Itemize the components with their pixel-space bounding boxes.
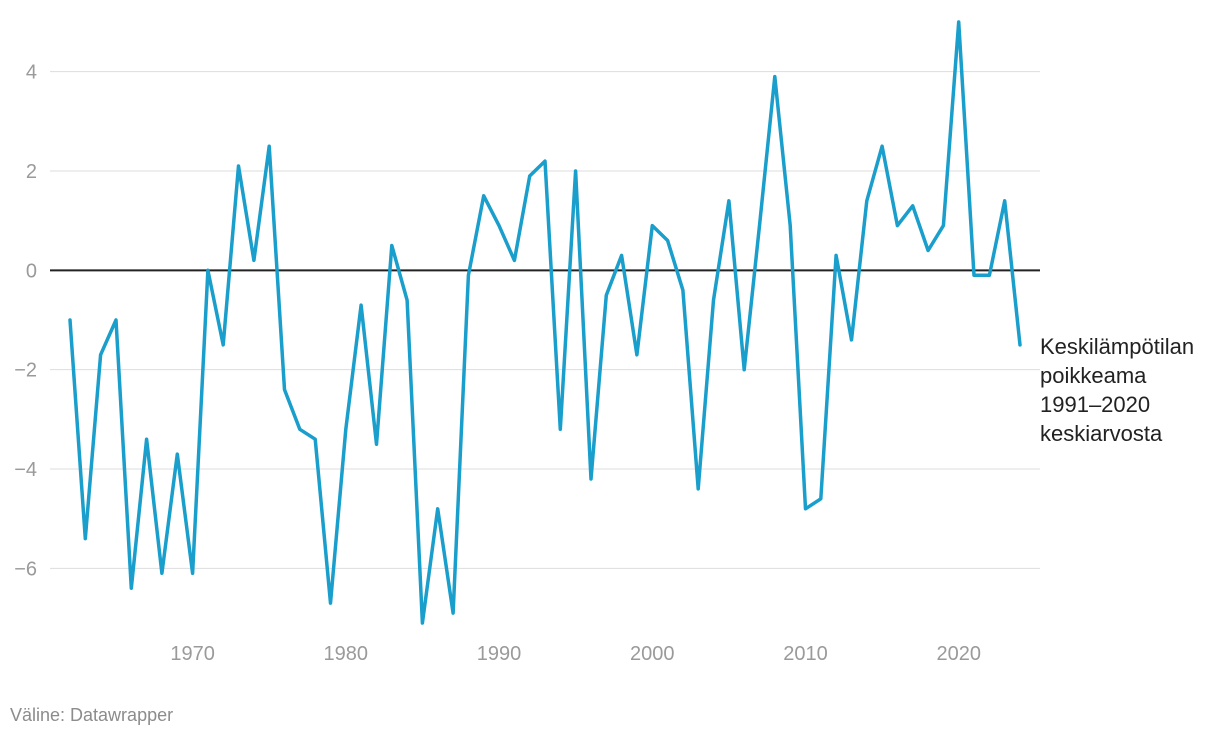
y-tick-label: −4 — [14, 459, 37, 481]
y-tick-label: 2 — [26, 161, 37, 183]
series-label-line: 1991–2020 — [1040, 392, 1150, 417]
series-label-line: keskiarvosta — [1040, 421, 1163, 446]
y-tick-label: 0 — [26, 260, 37, 282]
x-tick-label: 2010 — [783, 643, 828, 665]
series-label-line: poikkeama — [1040, 363, 1147, 388]
series-layer — [68, 20, 1022, 625]
y-tick-label: 4 — [26, 62, 37, 84]
y-axis-tick-labels: −6 −4 −2 0 2 4 — [14, 62, 37, 581]
y-tick-label: −6 — [14, 558, 37, 580]
x-tick-label: 1980 — [324, 643, 369, 665]
y-tick-label: −2 — [14, 360, 37, 382]
x-tick-label: 1990 — [477, 643, 522, 665]
x-tick-label: 1970 — [170, 643, 215, 665]
gridlines — [50, 71, 1040, 569]
x-axis-tick-labels: 1970 1980 1990 2000 2010 2020 — [170, 643, 981, 665]
x-tick-label: 2020 — [936, 643, 981, 665]
x-tick-label: 2000 — [630, 643, 675, 665]
series-label: Keskilämpötilan poikkeama 1991–2020 keskiar… — [1040, 334, 1194, 446]
series-label-line: Keskilämpötilan — [1040, 334, 1194, 359]
source-note: Väline: Datawrapper — [10, 705, 174, 725]
series-line — [68, 20, 1022, 625]
